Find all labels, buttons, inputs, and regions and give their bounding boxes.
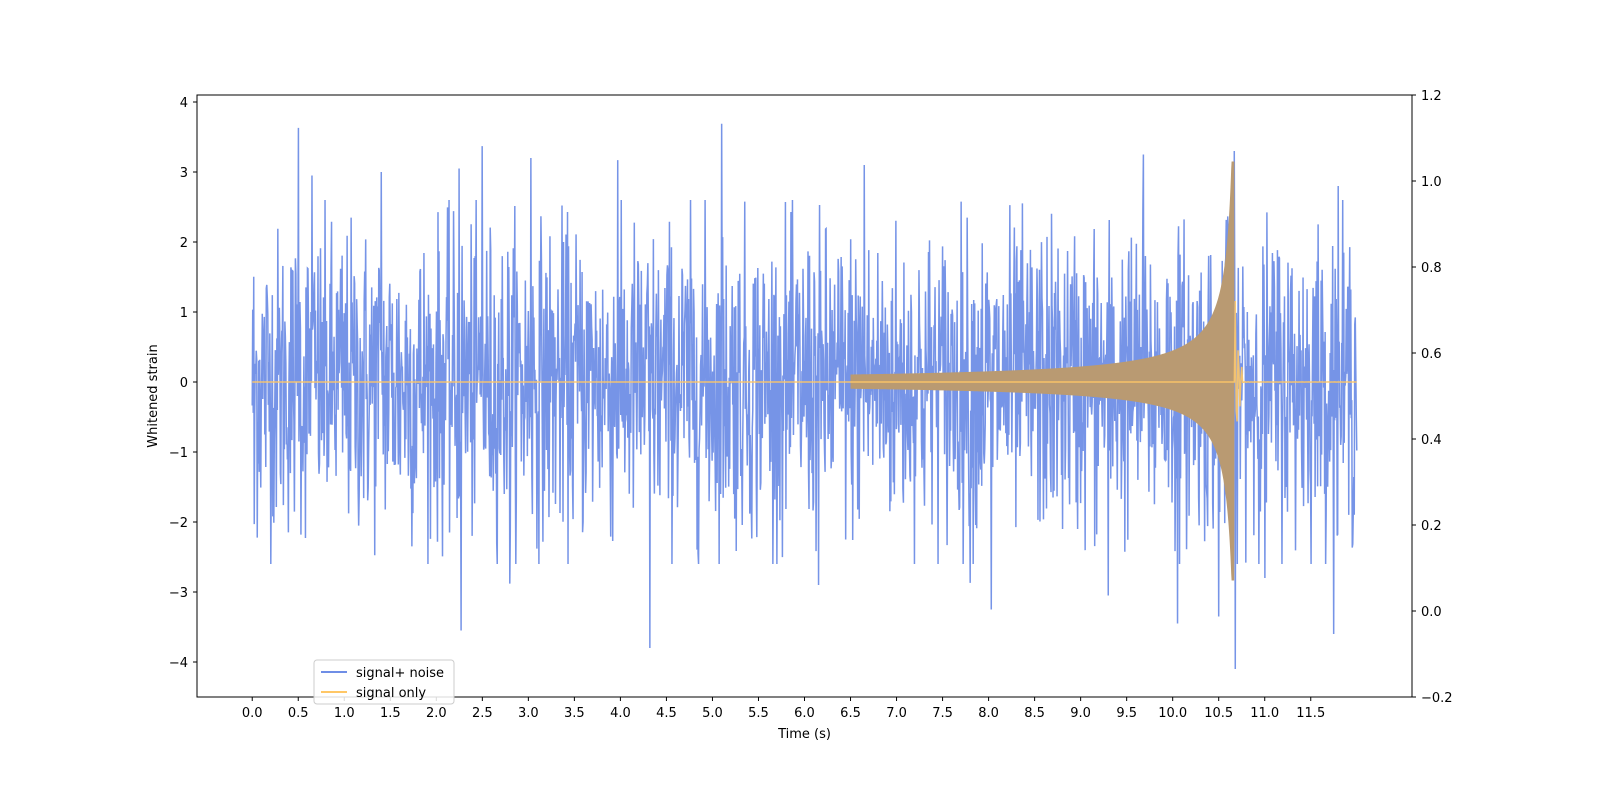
y-tick-label: 0 [180,376,188,391]
y-tick-label: 3 [180,166,188,181]
y-axis-ticks: −4 −3 −2 −1 0 1 2 3 4 [169,96,197,671]
y2-tick-label: 0.8 [1421,261,1442,276]
series-signal-only-envelope [850,161,1235,581]
y-tick-label: 1 [180,306,188,321]
series-signal-only-line [252,300,1357,422]
y-tick-label: −1 [169,446,188,461]
series-layer [251,123,1358,670]
legend-box [313,659,455,705]
y-tick-label: −3 [169,586,188,601]
y2-tick-label: 0.2 [1421,519,1442,534]
y-tick-label: −4 [169,656,188,671]
x-tick-label: 11.0 [1250,706,1279,721]
x-tick-label: 3.5 [564,706,585,721]
x-tick-label: 5.5 [748,706,769,721]
x-tick-label: 6.0 [794,706,815,721]
y2-tick-label: −0.2 [1421,691,1453,706]
x-tick-label: 3.0 [518,706,539,721]
x-tick-label: 6.5 [840,706,861,721]
y-tick-label: −2 [169,516,188,531]
x-tick-label: 4.0 [610,706,631,721]
y2-axis-ticks: −0.2 0.0 0.2 0.4 0.6 0.8 1.0 1.2 [1412,89,1453,706]
x-tick-label: 1.0 [334,706,355,721]
x-tick-label: 10.0 [1158,706,1187,721]
x-axis-label: Time (s) [777,727,831,742]
y2-tick-label: 0.0 [1421,605,1442,620]
x-tick-label: 0.0 [242,706,263,721]
y2-tick-label: 1.2 [1421,89,1442,104]
legend-label-signal-noise: signal+ noise [356,666,444,681]
y2-tick-label: 0.4 [1421,433,1442,448]
x-tick-label: 4.5 [656,706,677,721]
y-axis-label: Whitened strain [146,344,161,447]
x-tick-label: 2.5 [472,706,493,721]
y-tick-label: 4 [180,96,188,111]
x-tick-label: 9.5 [1116,706,1137,721]
x-tick-label: 5.0 [702,706,723,721]
plot-area [251,123,1358,670]
x-axis-ticks: 0.0 0.5 1.0 1.5 2.0 2.5 3.0 3.5 4.0 4.5 5.0 5.5 6.0 6… [242,697,1325,721]
series-signal-noise-line [251,123,1358,670]
x-tick-label: 8.0 [978,706,999,721]
x-tick-label: 7.0 [886,706,907,721]
x-tick-label: 9.0 [1070,706,1091,721]
legend: signal+ noise signal only [313,659,455,705]
x-tick-label: 2.0 [426,706,447,721]
y-tick-label: 2 [180,236,188,251]
x-tick-label: 7.5 [932,706,953,721]
x-tick-label: 11.5 [1296,706,1325,721]
x-tick-label: 10.5 [1204,706,1233,721]
x-tick-label: 0.5 [288,706,309,721]
y2-tick-label: 1.0 [1421,175,1442,190]
legend-label-signal-only: signal only [356,686,426,701]
x-tick-label: 8.5 [1024,706,1045,721]
y2-tick-label: 0.6 [1421,347,1442,362]
x-tick-label: 1.5 [380,706,401,721]
